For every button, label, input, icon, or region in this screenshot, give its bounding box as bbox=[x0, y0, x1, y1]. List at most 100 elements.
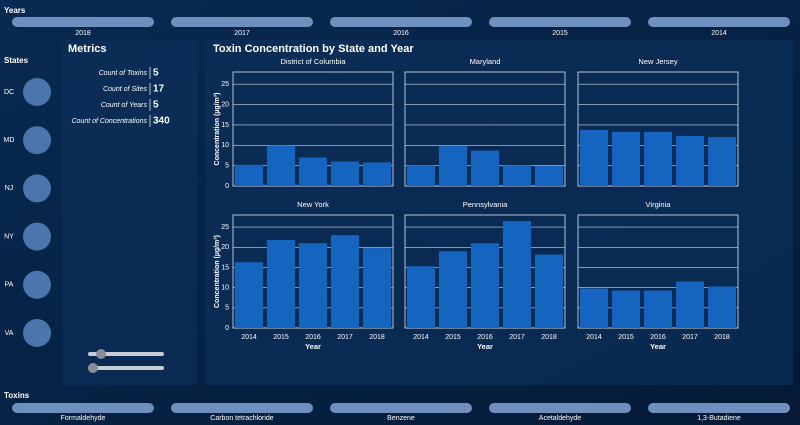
slicer-button[interactable] bbox=[330, 17, 472, 27]
metrics-title: Metrics bbox=[68, 43, 107, 55]
slicer-button[interactable] bbox=[330, 403, 472, 413]
metric-value: 340 bbox=[153, 116, 170, 127]
bar bbox=[330, 235, 360, 328]
state-label: DC bbox=[4, 89, 14, 96]
bar bbox=[266, 240, 296, 328]
x-tick-label: 2017 bbox=[682, 334, 698, 341]
y-tick-label: 10 bbox=[221, 284, 229, 291]
x-axis-label: Year bbox=[650, 342, 666, 351]
bar bbox=[266, 145, 296, 186]
slicer-label: 1,3-Butadiene bbox=[697, 415, 741, 422]
chart-title: New York bbox=[297, 200, 329, 209]
bar bbox=[502, 221, 532, 328]
bar bbox=[234, 262, 264, 328]
toxins-title: Toxins bbox=[4, 391, 30, 400]
y-tick-label: 25 bbox=[221, 224, 229, 231]
bar bbox=[611, 290, 641, 328]
years-title: Years bbox=[4, 6, 26, 15]
states-title: States bbox=[4, 56, 29, 65]
state-button[interactable] bbox=[23, 270, 51, 299]
bar bbox=[470, 243, 500, 328]
bar bbox=[707, 137, 737, 186]
slicer-label: 2016 bbox=[393, 30, 409, 37]
bar bbox=[438, 146, 468, 186]
slicer-label: 2015 bbox=[552, 30, 568, 37]
bar bbox=[643, 290, 673, 328]
y-tick-label: 20 bbox=[221, 244, 229, 251]
slider-track bbox=[88, 352, 164, 356]
x-axis-label: Year bbox=[305, 342, 321, 351]
chart-panel bbox=[205, 40, 793, 385]
slicer-button[interactable] bbox=[489, 17, 631, 27]
bar bbox=[470, 150, 500, 186]
state-label: NJ bbox=[5, 185, 14, 192]
x-tick-label: 2015 bbox=[618, 334, 634, 341]
bar bbox=[579, 129, 609, 186]
x-tick-label: 2017 bbox=[337, 334, 353, 341]
y-axis-label: Concentration (µg/m³) bbox=[214, 93, 221, 166]
slicer-button[interactable] bbox=[648, 17, 790, 27]
state-button[interactable] bbox=[23, 222, 51, 251]
bar bbox=[579, 288, 609, 328]
y-tick-label: 20 bbox=[221, 101, 229, 108]
state-button[interactable] bbox=[23, 319, 51, 347]
y-tick-label: 0 bbox=[225, 183, 229, 190]
x-tick-label: 2015 bbox=[445, 334, 461, 341]
y-tick-label: 5 bbox=[225, 305, 229, 312]
state-label: PA bbox=[5, 282, 14, 289]
sliders bbox=[88, 349, 164, 373]
slicer-button[interactable] bbox=[648, 403, 790, 413]
slicer-label: Carbon tetrachloride bbox=[210, 415, 274, 422]
slicer-label: Formaldehyde bbox=[61, 415, 106, 422]
panel-title: Toxin Concentration by State and Year bbox=[213, 43, 414, 55]
metric-label: Count of Concentrations bbox=[72, 118, 148, 125]
chart-title: New Jersey bbox=[638, 57, 677, 66]
metric-label: Count of Sites bbox=[103, 86, 147, 93]
x-tick-label: 2018 bbox=[369, 334, 385, 341]
x-tick-label: 2015 bbox=[273, 334, 289, 341]
metric-label: Count of Toxins bbox=[99, 70, 148, 77]
state-button[interactable] bbox=[23, 126, 51, 155]
x-tick-label: 2016 bbox=[305, 334, 321, 341]
slicer-button[interactable] bbox=[171, 17, 313, 27]
state-button[interactable] bbox=[23, 78, 51, 106]
bar bbox=[675, 281, 705, 328]
slicer-button[interactable] bbox=[12, 17, 154, 27]
bar bbox=[675, 135, 705, 186]
metric-label: Count of Years bbox=[101, 102, 148, 109]
bar bbox=[362, 162, 392, 186]
bar bbox=[298, 157, 328, 186]
bar bbox=[534, 254, 564, 328]
bar bbox=[502, 165, 532, 186]
state-label: VA bbox=[5, 330, 14, 337]
bar bbox=[362, 248, 392, 328]
bar bbox=[707, 286, 737, 328]
x-axis-label: Year bbox=[477, 342, 493, 351]
slider-knob[interactable] bbox=[88, 363, 98, 373]
x-tick-label: 2017 bbox=[509, 334, 525, 341]
slider-knob[interactable] bbox=[96, 349, 106, 359]
slicer-label: 2018 bbox=[75, 30, 91, 37]
state-label: MD bbox=[4, 137, 15, 144]
slicer-label: 2014 bbox=[711, 30, 727, 37]
state-button[interactable] bbox=[23, 174, 51, 203]
bar bbox=[643, 131, 673, 186]
y-tick-label: 10 bbox=[221, 142, 229, 149]
x-tick-label: 2016 bbox=[477, 334, 493, 341]
y-tick-label: 25 bbox=[221, 81, 229, 88]
x-tick-label: 2018 bbox=[541, 334, 557, 341]
y-tick-label: 15 bbox=[221, 264, 229, 271]
bar bbox=[534, 166, 564, 186]
slicer-button[interactable] bbox=[489, 403, 631, 413]
slicer-label: Benzene bbox=[387, 415, 415, 422]
slicer-button[interactable] bbox=[12, 403, 154, 413]
bar bbox=[406, 266, 436, 328]
slicer-label: Acetaldehyde bbox=[539, 415, 582, 422]
y-tick-label: 5 bbox=[225, 162, 229, 169]
chart-title: Maryland bbox=[470, 57, 501, 66]
slicer-button[interactable] bbox=[171, 403, 313, 413]
x-tick-label: 2014 bbox=[241, 334, 257, 341]
bar bbox=[406, 165, 436, 186]
